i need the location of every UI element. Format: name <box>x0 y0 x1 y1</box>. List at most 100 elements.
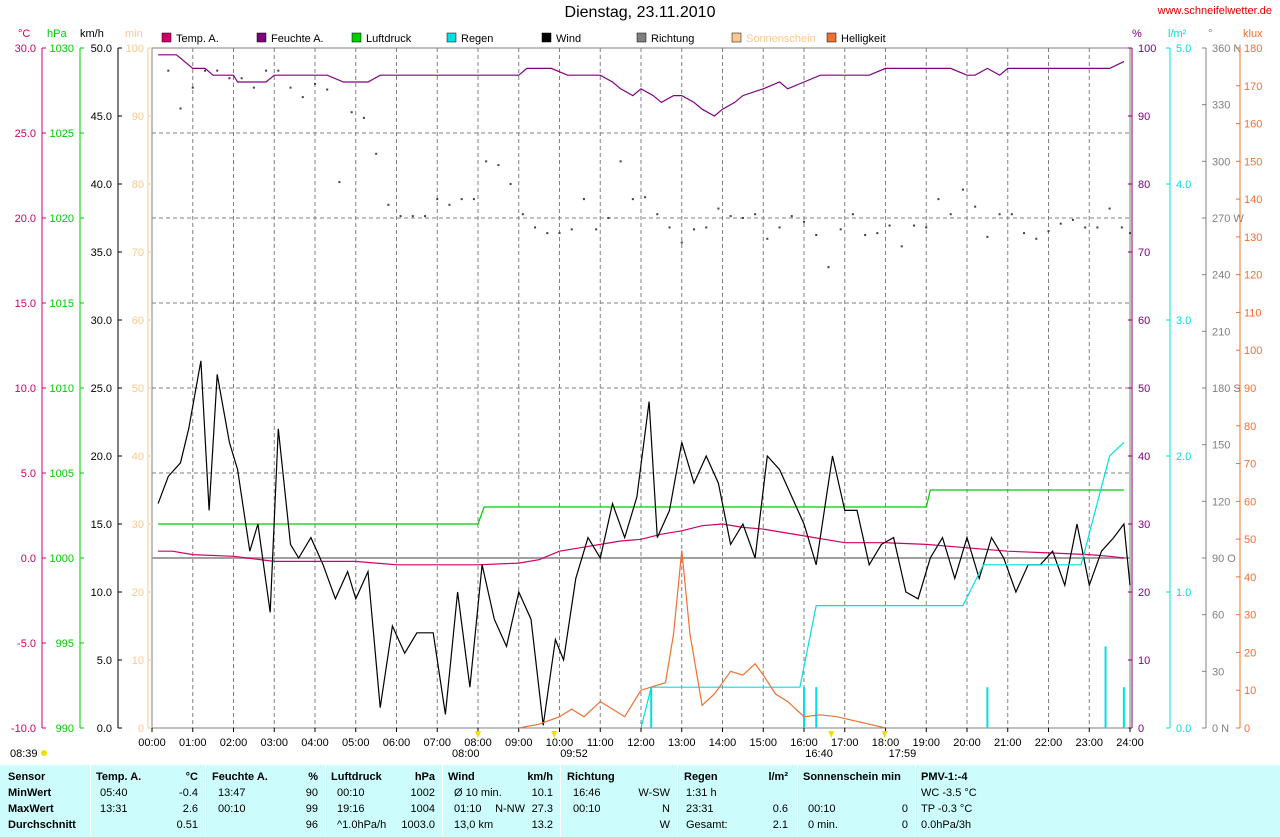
rain-header: Regen <box>684 771 718 783</box>
rain-axis-tick-label: 0.0 <box>1176 723 1191 735</box>
pmv-value: 0.0hPa/3h <box>921 819 972 831</box>
humidity-header: Feuchte A. <box>212 771 268 783</box>
direction-point <box>485 160 488 163</box>
x-tick-label: 13:00 <box>668 737 696 749</box>
humidity-axis-tick-label: 60 <box>1138 315 1150 327</box>
temp-axis-tick-label: 30.0 <box>15 43 36 55</box>
pressure-axis-tick-label: 1005 <box>50 468 74 480</box>
pmv-header: PMV-1:-4 <box>921 771 968 783</box>
legend-swatch <box>636 32 647 43</box>
direction-point <box>644 196 647 199</box>
x-tick-label: 07:00 <box>423 737 451 749</box>
sunshine-axis-tick-label: 80 <box>132 179 144 191</box>
legend-swatch <box>446 32 457 43</box>
brightness-axis-tick-label: 110 <box>1244 307 1262 319</box>
direction-point <box>1108 207 1111 210</box>
series-line-wind <box>157 360 1131 726</box>
table-separator <box>677 765 678 837</box>
rain-value: 2.1 <box>772 819 788 831</box>
temp-unit: °C <box>185 771 198 783</box>
brightness-axis-tick-label: 140 <box>1244 194 1262 206</box>
direction-point <box>876 232 879 235</box>
sunshine-axis-tick-label: 90 <box>132 111 144 123</box>
wind-unit: km/h <box>527 771 553 783</box>
wind-axis-tick-label: 10.0 <box>91 587 112 599</box>
wind-axis-tick-label: 5.0 <box>97 655 112 667</box>
brightness-axis-tick-label: 70 <box>1244 459 1256 471</box>
direction-point <box>998 213 1001 216</box>
direction-point <box>1120 226 1123 229</box>
brightness-axis-tick-label: 170 <box>1244 81 1262 93</box>
x-tick-label: 08:00 <box>464 737 492 749</box>
temp-value: 0.51 <box>176 819 198 831</box>
rain-value: 0.6 <box>772 803 788 815</box>
rain-interval-bar <box>815 687 818 728</box>
sunshine-value: 0 <box>901 819 908 831</box>
brightness-axis-tick-label: 180 <box>1244 43 1262 55</box>
humidity-unit: % <box>308 771 318 783</box>
pmv-value: TP -0.3 °C <box>921 803 973 815</box>
direction-point <box>460 198 463 201</box>
x-tick-label: 03:00 <box>260 737 288 749</box>
sensor-row-label: Durchschnitt <box>8 819 76 831</box>
legend-swatch <box>541 32 552 43</box>
direction-point <box>1010 213 1013 216</box>
site-link[interactable]: www.schneifelwetter.de <box>1157 5 1272 17</box>
x-tick-label: 02:00 <box>220 737 248 749</box>
weather-chart: -10.0 -5.0 0.0 5.0 10.0 15.0 20.0 25.0 30.0 990 99… <box>10 28 1263 760</box>
sensor-row-label: MaxWert <box>8 803 54 815</box>
direction-point <box>680 241 683 244</box>
direction-point <box>472 198 475 201</box>
direction-point <box>436 198 439 201</box>
direction-point <box>534 226 537 229</box>
temp-axis-tick-label: 0.0 <box>21 553 36 565</box>
rain-axis-tick-label: 5.0 <box>1176 43 1191 55</box>
wind-axis-tick-label: 45.0 <box>91 111 112 123</box>
legend-swatch <box>826 32 837 43</box>
rain-axis-tick-label: 1.0 <box>1176 587 1191 599</box>
direction-point <box>803 220 805 223</box>
wind-value: 10.1 <box>531 787 553 799</box>
rain-interval-bar <box>650 687 653 728</box>
direction-axis-tick-label: 270 W <box>1212 213 1244 225</box>
series-line-regen <box>640 441 1125 729</box>
direction-point <box>521 213 524 216</box>
humidity-axis-tick-label: 80 <box>1138 179 1150 191</box>
wind-axis-tick-label: 35.0 <box>91 247 112 259</box>
sunshine-axis-tick-label: 50 <box>132 383 144 395</box>
sunshine-axis-tick-label: 60 <box>132 315 144 327</box>
table-separator <box>560 765 561 837</box>
direction-point <box>216 69 219 72</box>
brightness-axis-tick-label: 0 <box>1244 723 1250 735</box>
pressure-time: ^1.0hPa/h <box>337 819 387 831</box>
direction-point <box>607 217 610 219</box>
direction-point <box>851 213 854 216</box>
rain-time: 23:31 <box>686 803 714 815</box>
direction-point <box>252 86 255 89</box>
pressure-axis-tick-label: 1030 <box>50 43 74 55</box>
direction-point <box>1129 232 1131 235</box>
direction-point <box>509 183 512 185</box>
sun-marker <box>881 731 888 738</box>
direction-point <box>1084 226 1087 229</box>
direction-point <box>1059 222 1062 225</box>
time-label: 08:39 <box>10 748 38 760</box>
direction-point <box>631 198 634 201</box>
temp-header: Temp. A. <box>96 771 142 783</box>
direction-point <box>338 181 341 184</box>
direction-point <box>289 86 292 89</box>
direction-point <box>717 207 720 210</box>
brightness-axis-tick-label: 40 <box>1244 572 1256 584</box>
table-separator <box>915 765 916 837</box>
wind-axis-tick-label: 20.0 <box>91 451 112 463</box>
wind-time: 01:10 <box>454 803 482 815</box>
wind-direction: N-NW <box>495 803 525 815</box>
x-tick-label: 20:00 <box>953 737 981 749</box>
rain-axis-tick-label: 4.0 <box>1176 179 1191 191</box>
direction-axis-tick-label: 0 N <box>1212 723 1229 735</box>
wind-unit: km/h <box>80 28 104 40</box>
direction-point <box>228 77 231 80</box>
x-tick-label: 24:00 <box>1116 737 1144 749</box>
pressure-value: 1003.0 <box>401 819 435 831</box>
temp-axis-tick-label: 5.0 <box>21 468 36 480</box>
